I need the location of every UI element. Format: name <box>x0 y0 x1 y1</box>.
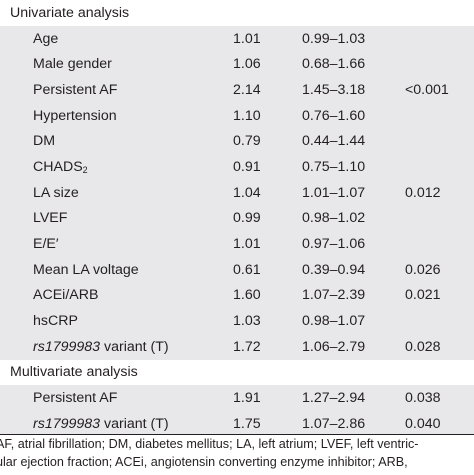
odds-ratio: 0.61 <box>233 261 261 278</box>
odds-ratio: 0.91 <box>233 158 261 175</box>
table-row: LA size 1.04 1.01–1.07 0.012 <box>0 179 474 206</box>
row-label: Hypertension <box>33 107 117 124</box>
confidence-interval: 0.44–1.44 <box>302 133 366 150</box>
row-label-text: variant (T) <box>100 415 169 432</box>
regression-table: Univariate analysis Age 1.01 0.99–1.03 M… <box>0 0 474 437</box>
odds-ratio: 1.91 <box>233 390 261 407</box>
table-row: CHADS2 0.91 0.75–1.10 <box>0 154 474 180</box>
confidence-interval: 0.39–0.94 <box>302 261 366 278</box>
row-label: DM <box>33 133 56 150</box>
odds-ratio: 1.72 <box>233 338 261 355</box>
odds-ratio: 0.79 <box>233 133 261 150</box>
table-row: ACEi/ARB 1.60 1.07–2.39 0.021 <box>0 282 474 309</box>
footnote-line: AF, atrial fibrillation; DM, diabetes me… <box>0 437 419 451</box>
row-label: Male gender <box>33 56 112 73</box>
table-row: rs1799983 variant (T) 1.75 1.07–2.86 0.0… <box>0 411 474 437</box>
row-label: LVEF <box>33 210 68 227</box>
row-label: Mean LA voltage <box>33 261 139 278</box>
p-value: 0.026 <box>405 261 441 278</box>
odds-ratio: 0.99 <box>233 210 261 227</box>
table-row: DM 0.79 0.44–1.44 <box>0 128 474 155</box>
table-row: hsCRP 1.03 0.98–1.07 <box>0 308 474 334</box>
p-value: 0.038 <box>405 390 441 407</box>
row-label: CHADS2 <box>33 159 88 175</box>
confidence-interval: 1.01–1.07 <box>302 184 366 201</box>
row-label: ACEi/ARB <box>33 287 99 304</box>
table-row: LVEF 0.99 0.98–1.02 <box>0 205 474 232</box>
row-label: E/E′ <box>33 236 59 253</box>
table-row: Hypertension 1.10 0.76–1.60 <box>0 102 474 129</box>
row-label: Persistent AF <box>33 81 118 98</box>
confidence-interval: 0.68–1.66 <box>302 56 366 73</box>
table-row: rs1799983 variant (T) 1.72 1.06–2.79 0.0… <box>0 333 474 360</box>
row-label-text: CHADS <box>33 158 83 175</box>
confidence-interval: 0.98–1.07 <box>302 313 366 330</box>
confidence-interval: 1.27–2.94 <box>302 390 366 407</box>
confidence-interval: 0.75–1.10 <box>302 158 366 175</box>
section-label: Univariate analysis <box>10 4 130 21</box>
row-label: Age <box>33 30 59 47</box>
confidence-interval: 0.76–1.60 <box>302 107 366 124</box>
odds-ratio: 1.03 <box>233 313 261 330</box>
confidence-interval: 1.45–3.18 <box>302 81 366 98</box>
confidence-interval: 0.99–1.03 <box>302 30 366 47</box>
row-label-gene: rs1799983 <box>33 415 101 432</box>
odds-ratio: 1.01 <box>233 30 261 47</box>
odds-ratio: 1.75 <box>233 415 261 432</box>
row-label-gene: rs1799983 <box>33 338 101 355</box>
footnote-line: ular ejection fraction; ACEi, angiotensi… <box>0 455 408 469</box>
confidence-interval: 0.97–1.06 <box>302 236 366 253</box>
row-label: LA size <box>33 184 79 201</box>
p-value: <0.001 <box>405 81 449 98</box>
confidence-interval: 1.06–2.79 <box>302 338 366 355</box>
table-row: Persistent AF 2.14 1.45–3.18 <0.001 <box>0 77 474 103</box>
section-header-multivariate: Multivariate analysis <box>0 359 474 386</box>
section-label: Multivariate analysis <box>10 364 138 381</box>
row-label: rs1799983 variant (T) <box>33 416 169 432</box>
odds-ratio: 1.04 <box>233 184 261 201</box>
row-label: hsCRP <box>33 313 78 330</box>
table-footnote: AF, atrial fibrillation; DM, diabetes me… <box>0 434 474 475</box>
odds-ratio: 1.10 <box>233 107 261 124</box>
table-row: Mean LA voltage 0.61 0.39–0.94 0.026 <box>0 256 474 283</box>
odds-ratio: 1.06 <box>233 56 261 73</box>
confidence-interval: 1.07–2.39 <box>302 287 366 304</box>
p-value: 0.021 <box>405 287 441 304</box>
table-row: Persistent AF 1.91 1.27–2.94 0.038 <box>0 385 474 411</box>
row-label: Persistent AF <box>33 390 118 407</box>
table-row: Age 1.01 0.99–1.03 <box>0 25 474 52</box>
row-label-text: variant (T) <box>100 338 169 355</box>
confidence-interval: 1.07–2.86 <box>302 415 366 432</box>
confidence-interval: 0.98–1.02 <box>302 210 366 227</box>
odds-ratio: 2.14 <box>233 81 261 98</box>
row-label-subscript: 2 <box>82 164 88 175</box>
odds-ratio: 1.01 <box>233 236 261 253</box>
table-row: Male gender 1.06 0.68–1.66 <box>0 51 474 78</box>
p-value: 0.040 <box>405 415 441 432</box>
p-value: 0.028 <box>405 338 441 355</box>
p-value: 0.012 <box>405 184 441 201</box>
odds-ratio: 1.60 <box>233 287 261 304</box>
table-row: E/E′ 1.01 0.97–1.06 <box>0 231 474 257</box>
row-label: rs1799983 variant (T) <box>33 339 169 355</box>
section-header-univariate: Univariate analysis <box>0 0 474 26</box>
